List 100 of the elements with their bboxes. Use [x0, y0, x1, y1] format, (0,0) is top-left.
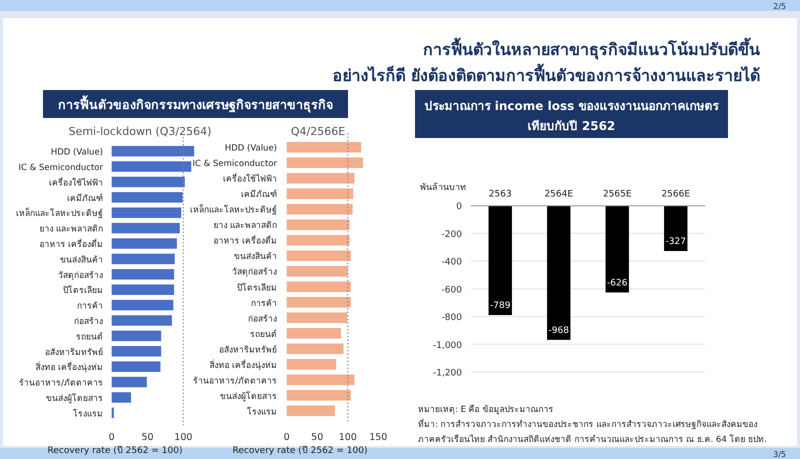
bar: [112, 146, 194, 156]
y-tick-label: โรงแรม: [247, 406, 277, 418]
x-tick-label: 0: [108, 432, 115, 443]
y-tick-label: เหล็กและโลหะประดิษฐ์: [190, 204, 277, 216]
bar: [286, 188, 354, 200]
y-tick-label: ร้านอาหาร/ภัตตาคาร: [19, 378, 103, 389]
y-tick-label: รถยนต์: [250, 328, 277, 340]
text: หมายเหตุ: E คือ ข้อมูลประมาณการ: [418, 404, 554, 415]
y-tick-label: ก่อสร้าง: [74, 316, 103, 327]
y-tick-label: อสังหาริมทรัพย์: [45, 346, 103, 358]
bar: [286, 358, 336, 370]
bar: [286, 374, 354, 386]
x-tick-label: 100: [174, 432, 192, 443]
y-tick-label: ยาง และพลาสติก: [39, 224, 103, 235]
bar: [286, 142, 362, 153]
chart-subtitle: Q4/2566E: [290, 125, 346, 138]
x-tick-label: 2565E: [602, 190, 632, 200]
y-axis-title: พันล้านบาท: [420, 182, 466, 193]
y-tick-label: ยาง และพลาสติก: [213, 221, 277, 232]
bar: [286, 281, 351, 292]
x-tick-label: 150: [369, 432, 388, 443]
bar: [112, 208, 182, 218]
chart-title: ประมาณการ income loss ของแรงงานนอกภาคเกษตร เทียบกับปี 2562: [424, 99, 720, 133]
y-tick-label: อาหาร เครื่องดื่ม: [39, 238, 103, 250]
y-tick-label: IC & Semiconductor: [192, 159, 278, 170]
y-tick-label: การค้า: [77, 300, 103, 312]
bar: [112, 161, 192, 172]
x-tick-label: 2563: [488, 190, 512, 200]
y-tick-label: วัสดุก่อสร้าง: [58, 270, 103, 281]
y-tick-label: เคมีภัณฑ์: [67, 192, 103, 204]
bar: [286, 266, 348, 277]
x-tick-label: 50: [141, 432, 154, 443]
bar: [112, 300, 174, 310]
bar: [286, 406, 335, 416]
bar: [286, 219, 350, 230]
y-tick-label: สิ่งทอ เครื่องนุ่งห่ม: [209, 358, 277, 371]
bar: [112, 361, 160, 372]
y-tick-label: ขนส่งสินค้า: [60, 254, 103, 266]
bar: [112, 176, 185, 188]
data-label: -626: [607, 278, 628, 288]
y-tick-label: IC & Semiconductor: [18, 163, 104, 174]
x-tick-label: 50: [311, 432, 324, 443]
y-tick-label: HDD (Value): [50, 148, 103, 158]
data-label: -968: [548, 326, 570, 336]
bar: [286, 157, 364, 168]
bar: [112, 315, 172, 326]
text: 2/5: [773, 2, 786, 11]
y-tick-label: รถยนต์: [76, 331, 103, 342]
bar: [112, 269, 174, 280]
y-tick-label: ขนส่งผู้โดยสาร: [46, 392, 103, 404]
bar: [112, 254, 175, 264]
bar: [112, 284, 174, 295]
y-tick-label: วัสดุก่อสร้าง: [232, 266, 277, 278]
y-tick-label: เครื่องใช้ไฟฟ้า: [49, 176, 103, 188]
bar: [286, 296, 351, 308]
y-tick-label: ร้านอาหาร/ภัตตาคาร: [193, 375, 277, 386]
bar: [112, 238, 177, 249]
text: การฟื้นตัวในหลายสาขาธุรกิจมีแนวโน้มปรับดีขึ้น: [423, 37, 760, 60]
text: อย่างไรก็ดี ยังต้องติดตามการฟื้นตัวของการจ้างงานและรายได้: [332, 63, 760, 85]
y-tick-label: สิ่งทอ เครื่องนุ่งห่ม: [35, 361, 103, 374]
bar: [112, 222, 180, 234]
bar: [286, 390, 351, 401]
chart-title: การฟื้นตัวของกิจกรรมทางเศรษฐกิจรายสาขาธุรกิจ: [58, 95, 333, 113]
y-tick-label: ปิโตรเลียม: [237, 282, 277, 294]
y-tick-label: อสังหาริมทรัพย์: [219, 344, 277, 356]
x-tick-label: 2566E: [661, 190, 690, 200]
bar: [286, 328, 342, 339]
data-label: -327: [666, 237, 686, 248]
x-tick-label: 0: [284, 432, 290, 443]
y-tick-label: เหล็กและโลหะประดิษฐ์: [16, 207, 103, 220]
y-tick-label: ขนส่งผู้โดยสาร: [220, 390, 277, 402]
bar: [112, 192, 183, 203]
bar: [286, 343, 344, 354]
bar: [286, 172, 354, 184]
x-axis-title: Recovery rate (ปี 2562 = 100): [48, 445, 182, 456]
y-tick-label: -800: [442, 313, 462, 324]
y-tick-label: การค้า: [251, 298, 277, 309]
bar: [286, 250, 351, 262]
bar: [286, 312, 348, 324]
x-axis-title: Recovery rate (ปี 2562 = 100): [232, 445, 368, 456]
y-tick-label: 0: [456, 202, 462, 212]
y-tick-label: -400: [442, 258, 462, 268]
chart-subtitle: Semi-lockdown (Q3/2564): [68, 125, 212, 138]
y-tick-label: โรงแรม: [73, 408, 103, 420]
y-tick-label: เครื่องใช้ไฟฟ้า: [223, 172, 277, 185]
data-label: -789: [490, 301, 511, 312]
y-tick-label: ก่อสร้าง: [248, 313, 277, 324]
y-tick-label: HDD (Value): [224, 144, 277, 154]
text: 3/5: [773, 450, 786, 459]
y-tick-label: -1,000: [432, 340, 462, 351]
y-tick-label: -1,200: [432, 368, 462, 378]
y-tick-label: -200: [442, 230, 462, 240]
bar: [112, 330, 162, 342]
y-tick-label: -600: [442, 285, 462, 296]
y-tick-label: ปิโตรเลียม: [63, 285, 103, 296]
bar: [112, 376, 147, 388]
y-tick-label: อาหาร เครื่องดื่ม: [213, 234, 277, 247]
text: ภาคครัวเรือนไทย สำนักงานสถิติแห่งชาติ การคำนวณและประมาณการ ณ ธ.ค. 64 โดย ธปท.: [418, 434, 767, 445]
x-tick-label: 2564E: [544, 190, 574, 200]
y-tick-label: ขนส่งสินค้า: [234, 251, 277, 262]
